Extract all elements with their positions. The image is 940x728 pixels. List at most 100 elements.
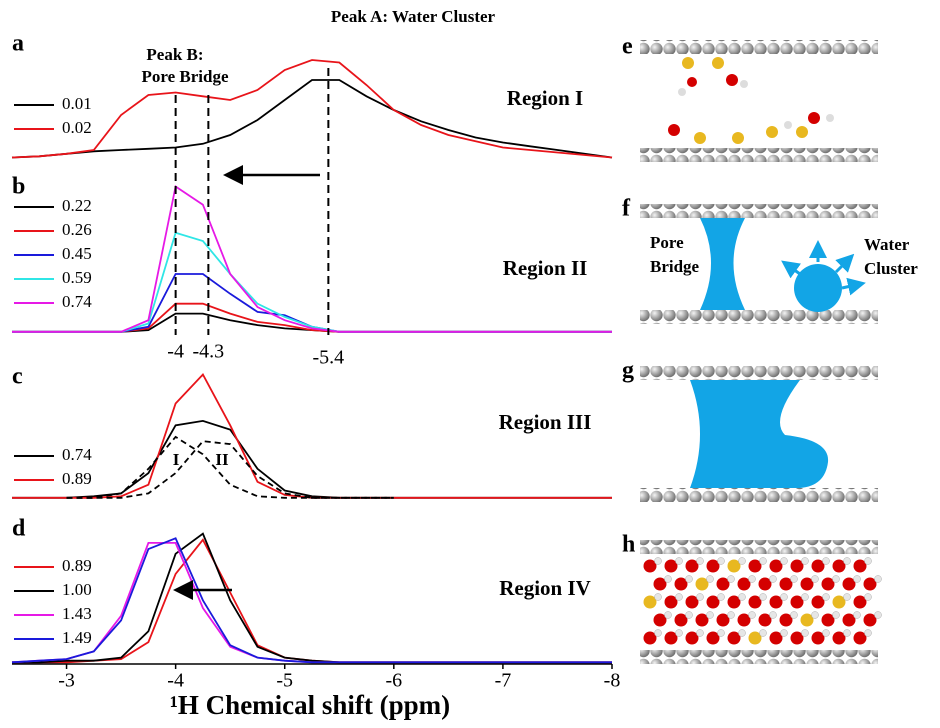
legend-label: 0.74 — [62, 445, 92, 464]
molecules — [644, 558, 882, 645]
atom — [728, 612, 735, 619]
legend-label: 0.22 — [62, 196, 92, 215]
atom — [844, 594, 851, 601]
atom — [655, 594, 662, 601]
atom — [781, 594, 788, 601]
atom — [686, 612, 693, 619]
x-tick-label: -6 — [385, 670, 402, 692]
atom — [676, 630, 683, 637]
panel-letter: h — [622, 532, 635, 558]
atom — [665, 576, 672, 583]
atom — [865, 630, 872, 637]
panel-letter: f — [622, 196, 631, 222]
water-cluster — [794, 264, 842, 312]
atom — [865, 594, 872, 601]
legend-label: 1.00 — [62, 580, 92, 599]
atom — [812, 612, 819, 619]
atom — [854, 612, 861, 619]
atom — [823, 558, 830, 565]
atom — [697, 558, 704, 565]
annotation: II — [215, 450, 229, 469]
atom — [791, 576, 798, 583]
schematic-label: Bridge — [650, 257, 700, 276]
atom — [802, 594, 809, 601]
x-tick-label: -7 — [495, 670, 512, 692]
atom — [854, 576, 861, 583]
annotation: Pore Bridge — [141, 67, 228, 86]
atom — [833, 576, 840, 583]
atom — [875, 612, 882, 619]
panel-letter: d — [12, 516, 26, 542]
legend-label: 0.01 — [62, 94, 92, 113]
atom — [686, 576, 693, 583]
graphene-sheet — [640, 204, 878, 218]
legend-label: 1.43 — [62, 604, 92, 623]
atom — [739, 630, 746, 637]
spectrum-line — [12, 538, 612, 662]
atom — [760, 558, 767, 565]
atom — [823, 594, 830, 601]
atom — [655, 630, 662, 637]
atom — [812, 576, 819, 583]
atom — [749, 576, 756, 583]
panel-letter: e — [622, 34, 633, 60]
atom — [676, 594, 683, 601]
spectrum-line — [67, 441, 394, 498]
figure: aRegion I0.010.02Peak A: Water ClusterPe… — [0, 0, 940, 728]
graphene-sheet — [640, 488, 878, 502]
molecules — [668, 57, 834, 144]
legend-label: 0.59 — [62, 268, 92, 287]
region-label: Region IV — [499, 576, 591, 600]
region-label: Region III — [499, 410, 592, 434]
atom — [697, 594, 704, 601]
x-axis-title: ¹H Chemical shift (ppm) — [170, 690, 450, 720]
atom — [844, 558, 851, 565]
atom — [728, 576, 735, 583]
atom — [739, 594, 746, 601]
atom — [875, 576, 882, 583]
atom — [665, 612, 672, 619]
graphene-sheet — [640, 366, 878, 380]
atom — [718, 630, 725, 637]
atom — [781, 630, 788, 637]
legend-label: 1.49 — [62, 628, 92, 647]
annotation: Peak A: Water Cluster — [331, 7, 496, 26]
region-label: Region II — [503, 256, 588, 280]
graphene-sheet — [640, 540, 878, 554]
graphene-sheet — [640, 148, 878, 162]
atom — [739, 558, 746, 565]
atom — [707, 612, 714, 619]
marker-label: -4 — [167, 341, 184, 363]
schematic-label: Pore — [650, 233, 684, 252]
atom — [802, 630, 809, 637]
annotation: Peak B: — [146, 45, 203, 64]
legend-label: 0.02 — [62, 118, 92, 137]
x-tick-label: -5 — [276, 670, 293, 692]
atom — [718, 558, 725, 565]
annotation: I — [173, 450, 180, 469]
panel-letter: c — [12, 364, 23, 390]
spectrum-line — [12, 233, 612, 332]
region-label: Region I — [507, 86, 583, 110]
spectrum-line — [12, 540, 612, 663]
legend-label: 0.45 — [62, 244, 92, 263]
water-volume — [690, 380, 828, 488]
atom — [844, 630, 851, 637]
atom — [770, 612, 777, 619]
atom — [833, 612, 840, 619]
panel-letter: g — [622, 358, 634, 384]
marker-label: -4.3 — [193, 341, 225, 363]
atom — [823, 630, 830, 637]
legend-label: 0.89 — [62, 556, 92, 575]
atom — [791, 612, 798, 619]
graphene-sheet — [640, 650, 878, 664]
atom — [655, 558, 662, 565]
atom — [749, 612, 756, 619]
schematic-label: Cluster — [864, 259, 918, 278]
schematics: e f g h Pore Bridge Water Cluster — [622, 34, 918, 665]
spectrum-line — [12, 543, 612, 662]
atom — [707, 576, 714, 583]
atom — [865, 558, 872, 565]
atom — [781, 558, 788, 565]
x-tick-label: -8 — [604, 670, 621, 692]
